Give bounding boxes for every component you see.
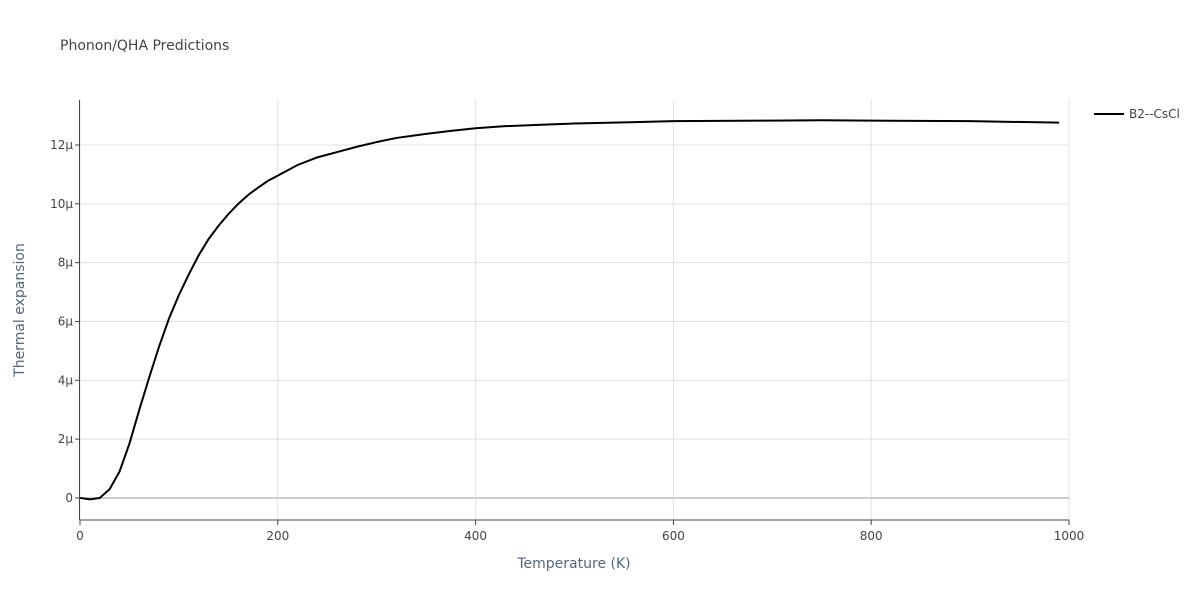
x-tick-label: 1000 [1054, 529, 1085, 543]
x-tick-label: 200 [266, 529, 289, 543]
y-tick-label: 10µ [50, 197, 73, 211]
y-tick-label: 2µ [58, 432, 74, 446]
x-tick-label: 800 [860, 529, 883, 543]
x-tick-label: 600 [662, 529, 685, 543]
x-tick-label: 400 [464, 529, 487, 543]
y-tick-label: 0 [65, 491, 73, 505]
y-tick-label: 12µ [50, 138, 73, 152]
y-tick-label: 6µ [58, 314, 74, 328]
chart-title: Phonon/QHA Predictions [60, 38, 229, 54]
x-tick-label: 0 [76, 529, 84, 543]
legend-label: B2--CsCl [1129, 107, 1180, 121]
x-axis-title: Temperature (K) [516, 556, 630, 572]
y-axis-title: Thermal expansion [12, 243, 28, 378]
y-tick-label: 4µ [58, 373, 74, 387]
line [79, 119, 1060, 501]
y-tick-label: 8µ [58, 256, 74, 270]
